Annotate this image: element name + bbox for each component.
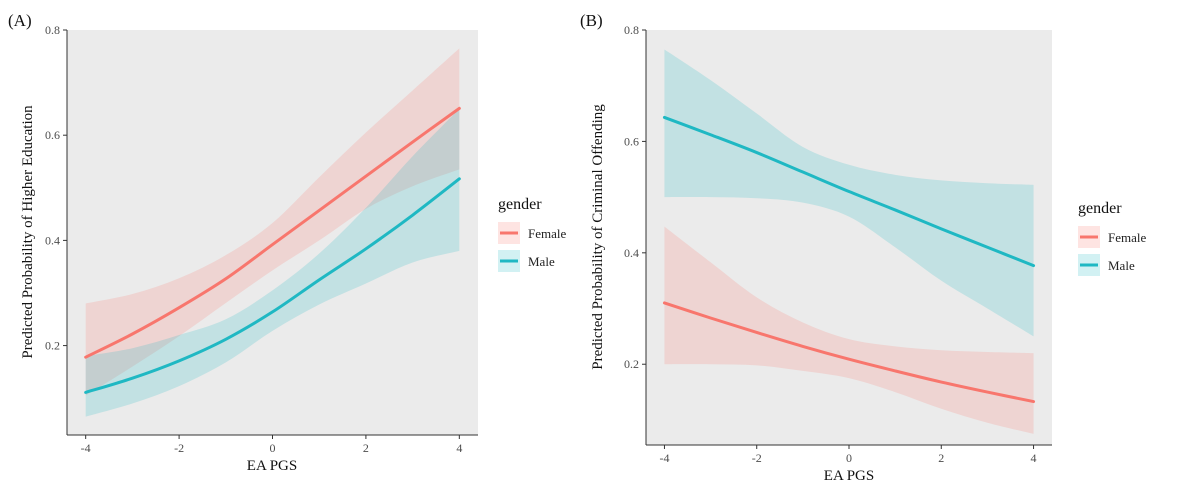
panel-b-x-tick-label: -2 (752, 451, 762, 465)
legend-b: gender Female Male (1078, 200, 1146, 276)
panel-b-y-tick-label: 0.2 (624, 357, 639, 371)
panel-b-line-male (662, 115, 1036, 268)
panel-a-y-tick-label: 0.2 (45, 339, 60, 353)
panel-b-lines (662, 115, 1036, 404)
panel-b-y-ticks: 0.2 0.4 0.6 0.8 (624, 23, 646, 371)
panel-a-x-ticks: -4 -2 0 2 4 (81, 435, 462, 455)
panel-b-line-female (662, 301, 1036, 404)
panel-b-y-tick-label: 0.4 (624, 246, 639, 260)
panel-a-y-tick-label: 0.4 (45, 233, 60, 247)
panel-b-label: (B) (580, 11, 603, 30)
panel-a-ribbon-male (85, 108, 460, 417)
legend-a-label-male: Male (528, 254, 555, 269)
panel-a-background (67, 30, 478, 435)
panel-a-x-axis-title: EA PGS (247, 458, 297, 474)
panel-a-line-male (84, 177, 461, 394)
panel-a-y-tick-label: 0.6 (45, 128, 60, 142)
panel-b-y-axis-title: Predicted Probability of Criminal Offend… (590, 104, 606, 370)
panel-b-x-tick-label: 0 (846, 451, 852, 465)
panel-b: (B) -4 -2 0 2 4 0.2 0.4 0.6 0.8 EA PGS Predicte… (580, 11, 1052, 484)
panel-a-x-tick-label: -2 (174, 441, 184, 455)
panel-a-x-tick-label: -4 (81, 441, 91, 455)
panel-a-x-tick-label: 0 (270, 441, 276, 455)
panel-a-line-female (84, 106, 461, 359)
panel-a-x-tick-label: 4 (456, 441, 462, 455)
panel-a-label: (A) (8, 11, 32, 30)
legend-b-label-female: Female (1108, 230, 1146, 245)
panel-b-x-ticks: -4 -2 0 2 4 (659, 445, 1037, 465)
panel-b-y-tick-label: 0.6 (624, 134, 639, 148)
panel-a-x-tick-label: 2 (363, 441, 369, 455)
legend-b-label-male: Male (1108, 258, 1135, 273)
panel-b-x-tick-label: 4 (1031, 451, 1037, 465)
panel-a-y-axis-title: Predicted Probability of Higher Educatio… (20, 105, 36, 359)
panel-b-y-tick-label: 0.8 (624, 23, 639, 37)
legend-a-title: gender (498, 196, 542, 213)
panel-a-lines (84, 106, 461, 394)
panel-b-x-tick-label: -4 (659, 451, 669, 465)
panel-b-x-axis-title: EA PGS (824, 468, 874, 484)
panel-a-y-ticks: 0.2 0.4 0.6 0.8 (45, 23, 67, 353)
panel-b-background (646, 30, 1052, 445)
legend-b-title: gender (1078, 200, 1122, 217)
panel-b-x-tick-label: 2 (938, 451, 944, 465)
panel-a-y-tick-label: 0.8 (45, 23, 60, 37)
panel-a: (A) -4 -2 0 2 4 0.2 0.4 0.6 0.8 EA PGS Predicte… (8, 11, 478, 474)
legend-a-label-female: Female (528, 226, 566, 241)
legend-a: gender Female Male (498, 196, 566, 272)
